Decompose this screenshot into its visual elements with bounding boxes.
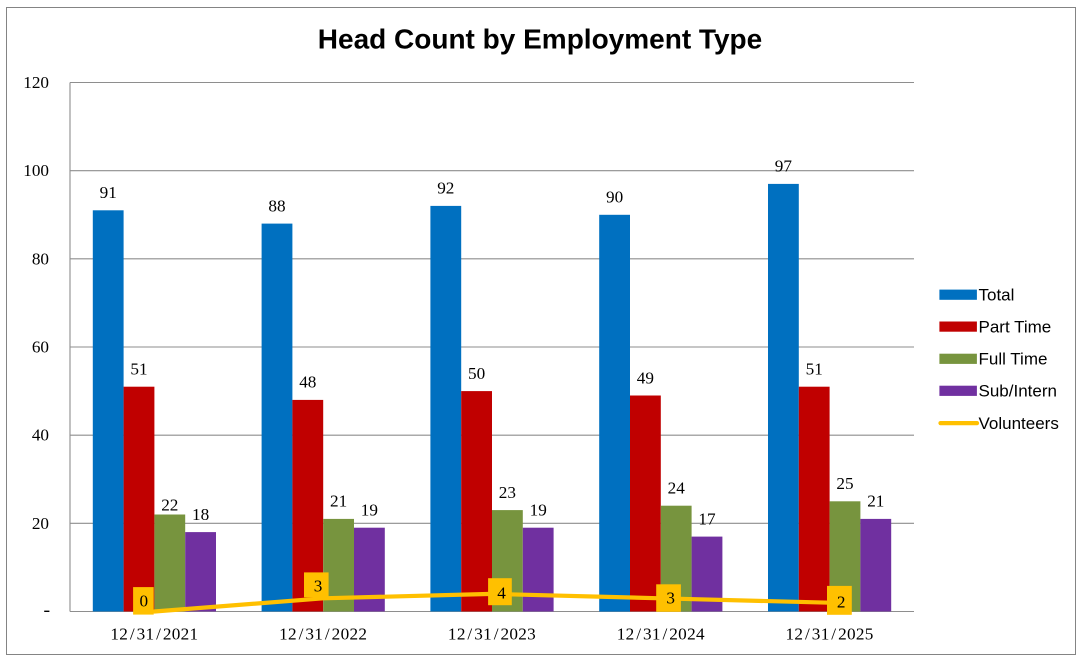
svg-text:21: 21	[330, 492, 347, 511]
svg-text:19: 19	[530, 501, 547, 520]
svg-text:90: 90	[606, 188, 623, 207]
svg-text:3: 3	[314, 577, 323, 596]
svg-text:4: 4	[497, 584, 506, 603]
svg-text:60: 60	[32, 338, 49, 357]
svg-text:23: 23	[499, 483, 516, 502]
svg-text:19: 19	[361, 501, 378, 520]
svg-text:80: 80	[32, 249, 49, 268]
svg-text:Sub/Intern: Sub/Intern	[979, 382, 1057, 401]
svg-text:97: 97	[775, 157, 793, 176]
svg-text:51: 51	[806, 360, 823, 379]
svg-text:12/31/2021: 12/31/2021	[110, 625, 198, 644]
svg-text:Full Time: Full Time	[979, 350, 1048, 369]
svg-text:24: 24	[668, 479, 686, 498]
svg-text:22: 22	[161, 496, 178, 515]
svg-text:Head Count by Employment Type: Head Count by Employment Type	[318, 23, 762, 54]
svg-text:120: 120	[23, 73, 49, 92]
svg-text:2: 2	[837, 593, 846, 612]
svg-text:17: 17	[698, 509, 716, 528]
svg-text:91: 91	[100, 183, 117, 202]
svg-text:88: 88	[268, 196, 285, 215]
svg-text:12/31/2022: 12/31/2022	[279, 625, 367, 644]
svg-text:Part Time: Part Time	[979, 317, 1052, 336]
svg-text:50: 50	[468, 364, 485, 383]
svg-text:92: 92	[437, 179, 454, 198]
svg-text:18: 18	[192, 505, 209, 524]
svg-text:3: 3	[666, 589, 675, 608]
svg-text:Volunteers: Volunteers	[979, 414, 1059, 433]
svg-text:12/31/2024: 12/31/2024	[617, 625, 705, 644]
svg-text:20: 20	[32, 514, 49, 533]
svg-text:0: 0	[140, 591, 149, 610]
svg-text:12/31/2025: 12/31/2025	[786, 625, 874, 644]
svg-text:100: 100	[23, 161, 49, 180]
svg-text:48: 48	[299, 373, 316, 392]
svg-text:12/31/2023: 12/31/2023	[448, 625, 536, 644]
svg-text:25: 25	[836, 474, 853, 493]
svg-text:49: 49	[637, 368, 654, 387]
svg-text:21: 21	[867, 492, 884, 511]
svg-text:Total: Total	[979, 285, 1015, 304]
svg-text:51: 51	[130, 360, 147, 379]
svg-text:40: 40	[32, 426, 49, 445]
